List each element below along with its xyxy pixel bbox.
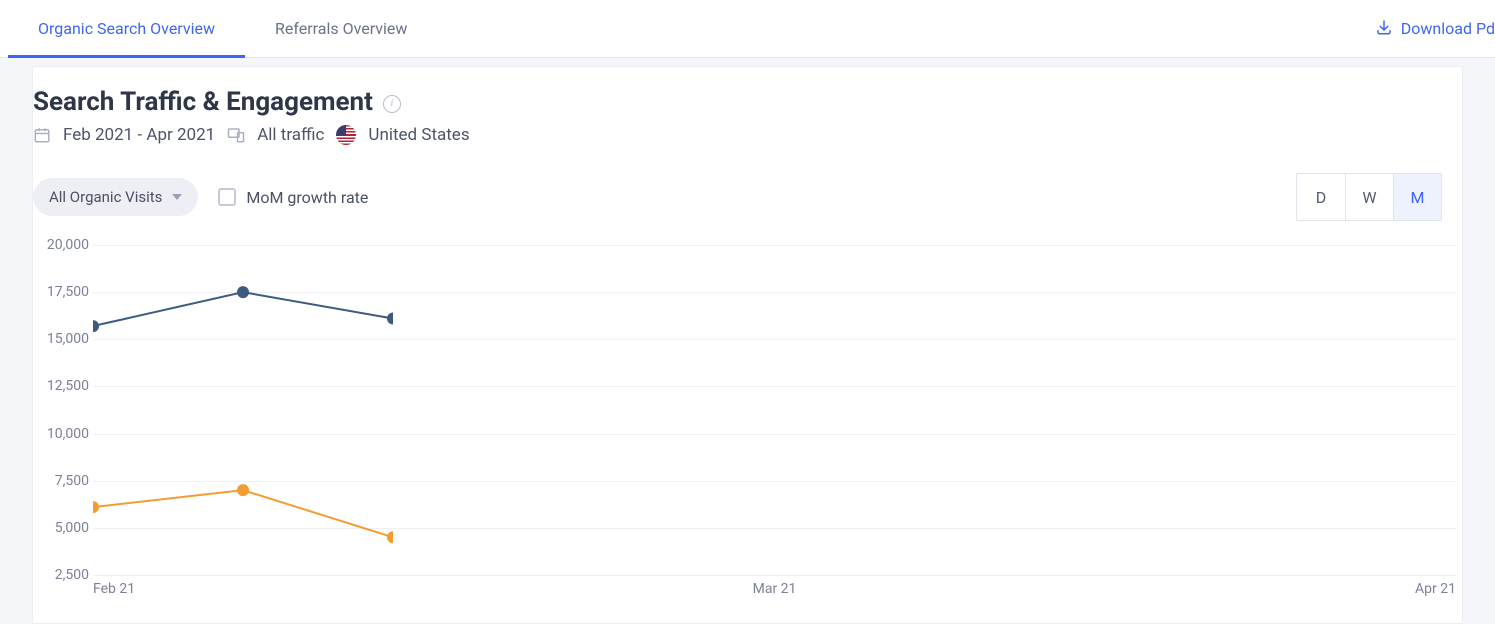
granularity-toggle: D W M: [1296, 173, 1442, 221]
chart-point[interactable]: [237, 286, 249, 298]
traffic-chart: 20,00017,50015,00012,50010,0007,5005,000…: [33, 245, 1462, 605]
date-range: Feb 2021 - Apr 2021: [63, 125, 215, 145]
y-tick-label: 10,000: [33, 426, 89, 442]
y-tick-label: 7,500: [33, 473, 89, 489]
granularity-month[interactable]: M: [1393, 174, 1441, 220]
metric-dropdown[interactable]: All Organic Visits: [33, 178, 198, 216]
traffic-scope: All traffic: [257, 125, 324, 145]
x-tick-label: Mar 21: [753, 581, 797, 597]
chart-point[interactable]: [93, 501, 99, 513]
x-tick-label: Feb 21: [93, 581, 135, 597]
mom-growth-checkbox[interactable]: MoM growth rate: [218, 188, 368, 207]
calendar-icon: [33, 126, 51, 144]
y-tick-label: 15,000: [33, 331, 89, 347]
tab-referrals-overview[interactable]: Referrals Overview: [245, 0, 437, 57]
country-label: United States: [368, 125, 469, 145]
chart-line-series-b: [93, 490, 393, 537]
granularity-day[interactable]: D: [1297, 174, 1345, 220]
us-flag-icon: [336, 125, 356, 145]
download-label: Download Pd: [1401, 19, 1495, 38]
download-icon: [1375, 18, 1393, 40]
download-pdf-button[interactable]: Download Pd: [1375, 0, 1495, 57]
granularity-week[interactable]: W: [1345, 174, 1393, 220]
tab-label: Organic Search Overview: [38, 19, 215, 38]
chart-point[interactable]: [237, 484, 249, 496]
x-tick-label: Apr 21: [1415, 581, 1456, 597]
y-tick-label: 2,500: [33, 567, 89, 583]
y-tick-label: 12,500: [33, 378, 89, 394]
gridline: [93, 575, 1456, 576]
chart-point[interactable]: [93, 320, 99, 332]
chart-point[interactable]: [387, 531, 393, 543]
search-traffic-card: Search Traffic & Engagement i Feb 2021 -…: [32, 66, 1463, 624]
top-tabs: Organic Search Overview Referrals Overvi…: [0, 0, 1495, 58]
info-icon[interactable]: i: [383, 95, 401, 113]
checkbox-box: [218, 188, 236, 206]
y-tick-label: 5,000: [33, 520, 89, 536]
chart-point[interactable]: [387, 313, 393, 325]
tab-label: Referrals Overview: [275, 19, 407, 38]
tab-organic-search-overview[interactable]: Organic Search Overview: [8, 0, 245, 57]
checkbox-label: MoM growth rate: [246, 188, 368, 207]
y-tick-label: 20,000: [33, 237, 89, 253]
metric-dropdown-label: All Organic Visits: [49, 188, 162, 206]
chevron-down-icon: [172, 194, 182, 200]
devices-icon: [227, 126, 245, 144]
page-title: Search Traffic & Engagement: [33, 87, 373, 117]
y-tick-label: 17,500: [33, 284, 89, 300]
